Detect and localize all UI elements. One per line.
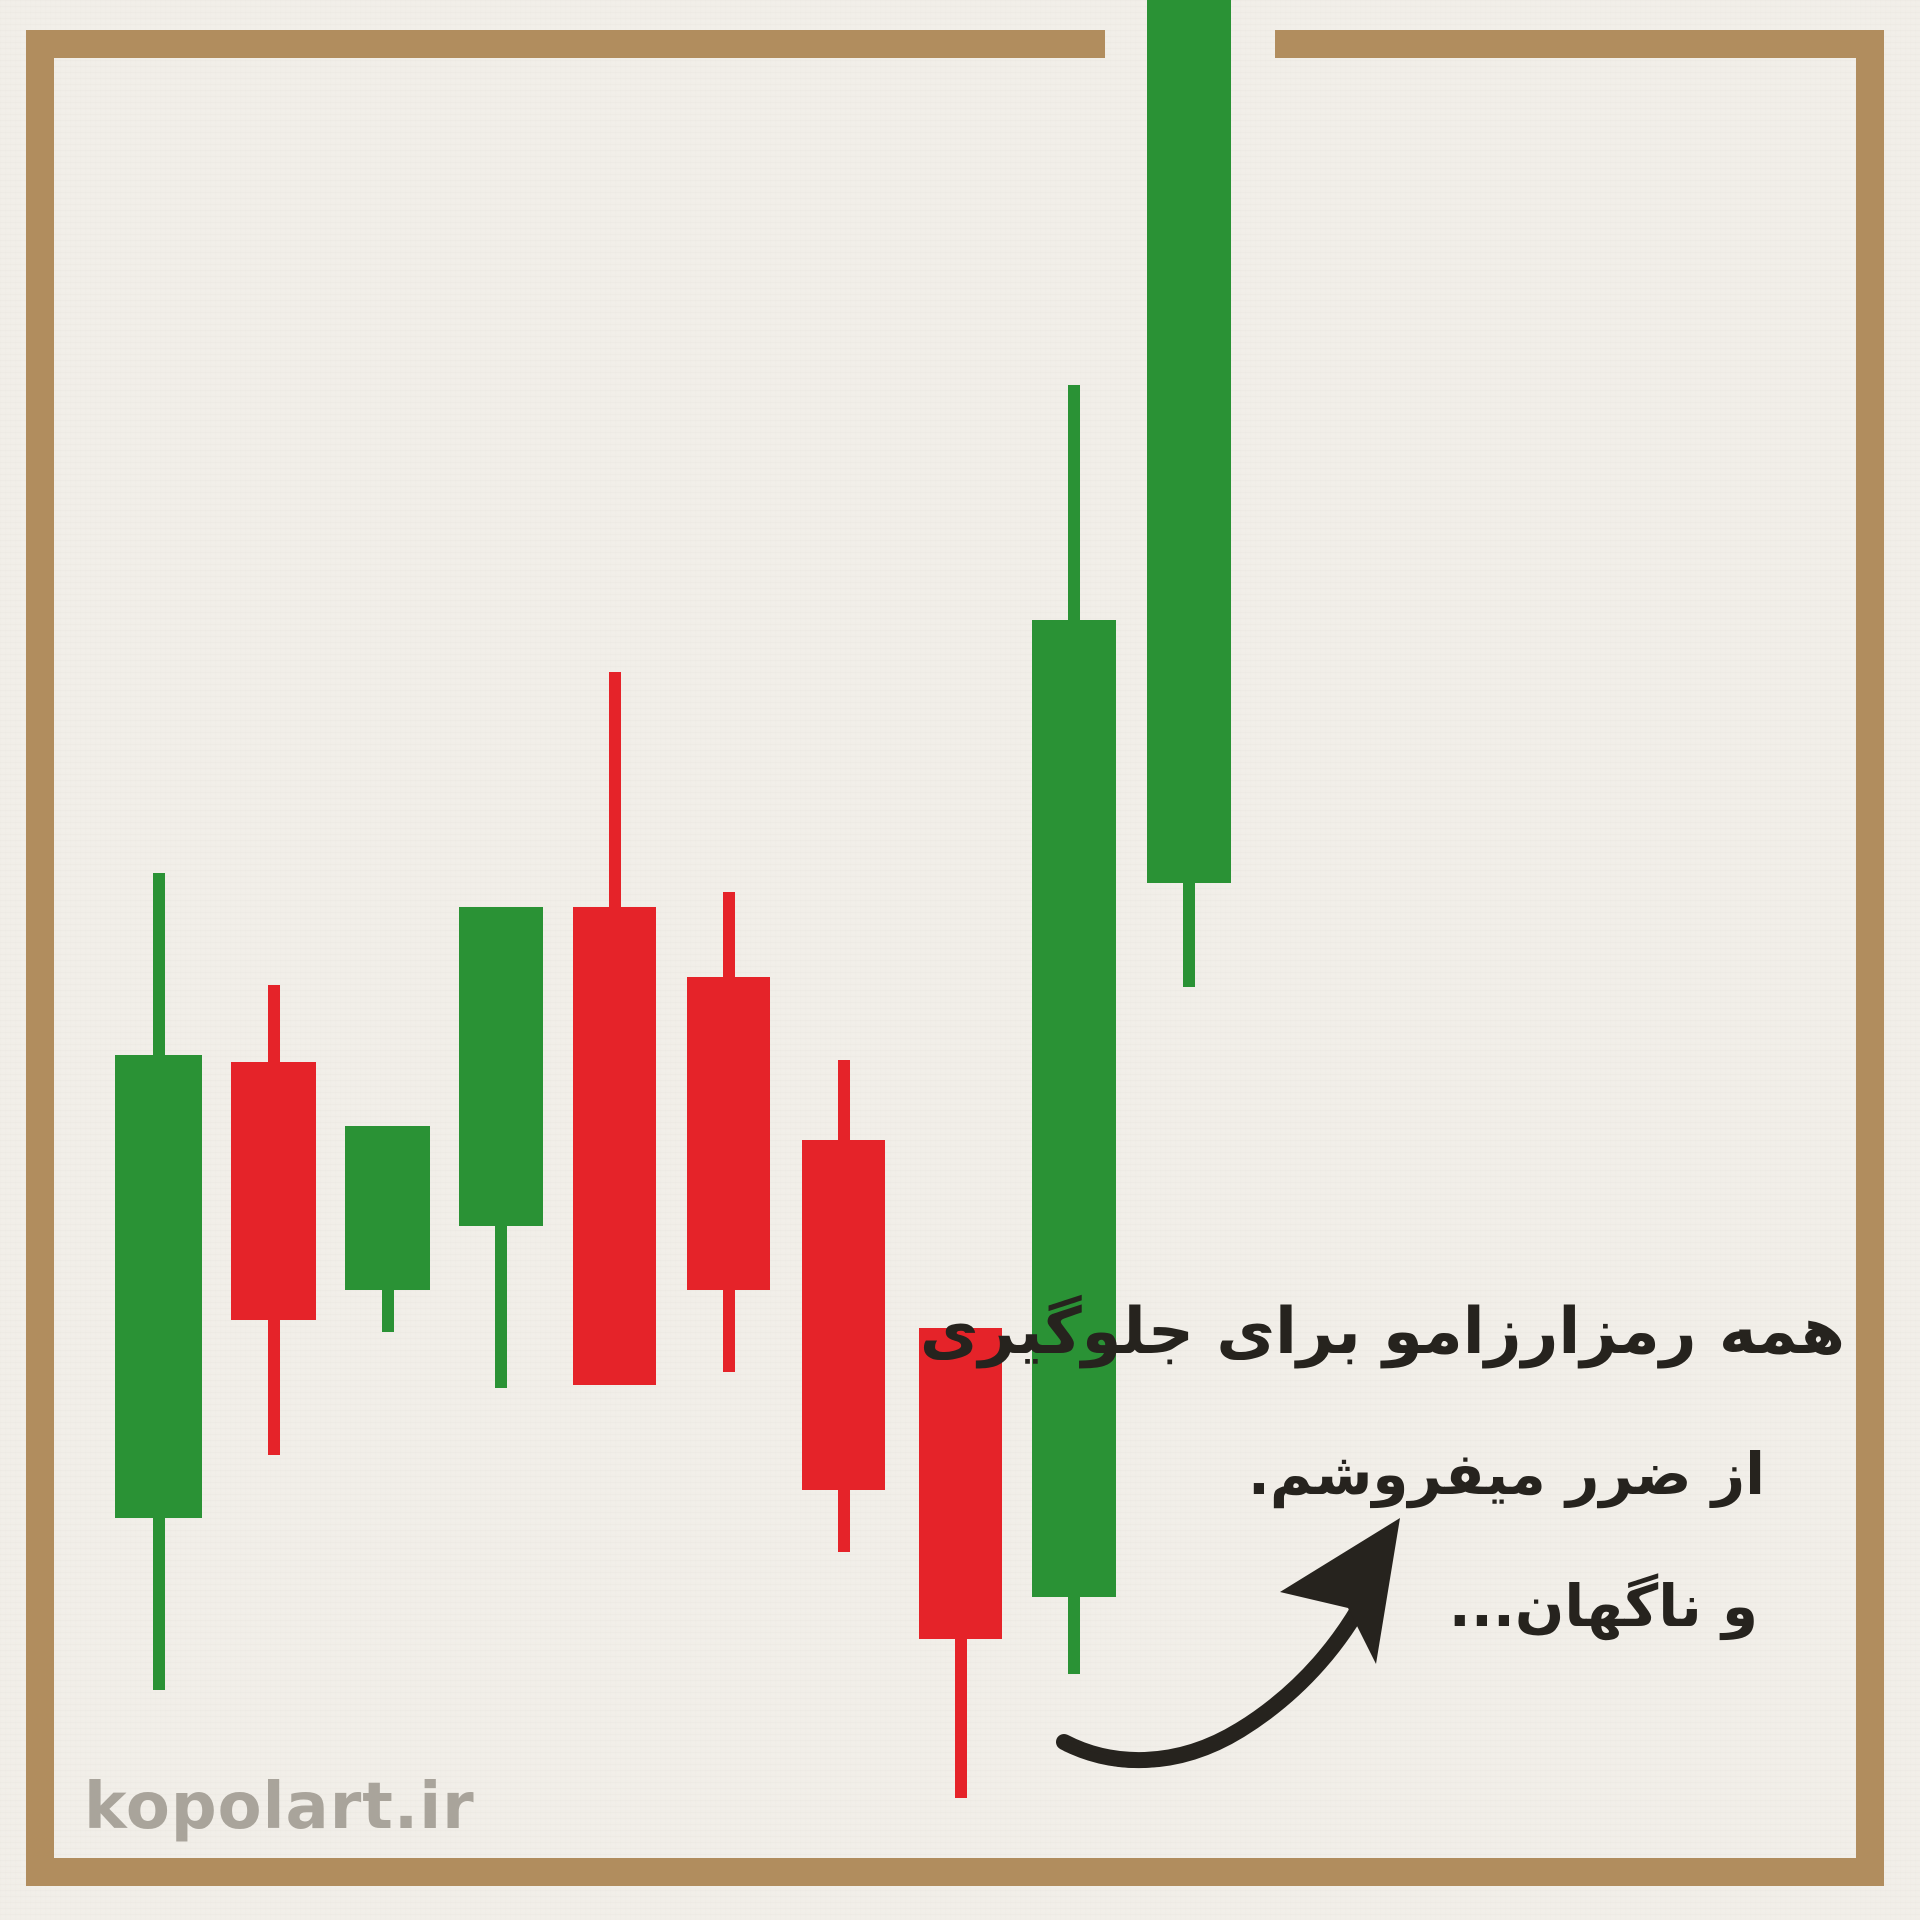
caption-line-1: همه رمزارزامو برای جلوگیری xyxy=(919,1295,1845,1369)
frame-border-top-right-segment xyxy=(1275,30,1884,58)
candle-8-body-down xyxy=(919,1328,1002,1639)
candle-6-body-down xyxy=(687,977,770,1290)
frame-border-right xyxy=(1856,30,1884,1886)
candle-1-body-up xyxy=(115,1055,202,1518)
caption-line-2: از ضرر میفروشم. xyxy=(1247,1440,1765,1508)
frame-border-top-left-segment xyxy=(26,30,1105,58)
candle-7-body-down xyxy=(802,1140,885,1490)
candle-10-wick xyxy=(1183,883,1195,987)
frame-border-left xyxy=(26,30,54,1886)
candle-3-body-up xyxy=(345,1126,430,1290)
caption-line-3: و ناگهان... xyxy=(1448,1572,1758,1640)
candle-4-body-up xyxy=(459,907,543,1226)
watermark-text: kopolart.ir xyxy=(84,1770,475,1844)
candle-5-body-down xyxy=(573,907,656,1385)
frame-border-bottom xyxy=(26,1858,1884,1886)
candle-2-body-down xyxy=(231,1062,316,1320)
candle-9-body-up xyxy=(1032,620,1116,1597)
candle-10-body-up xyxy=(1147,0,1231,883)
